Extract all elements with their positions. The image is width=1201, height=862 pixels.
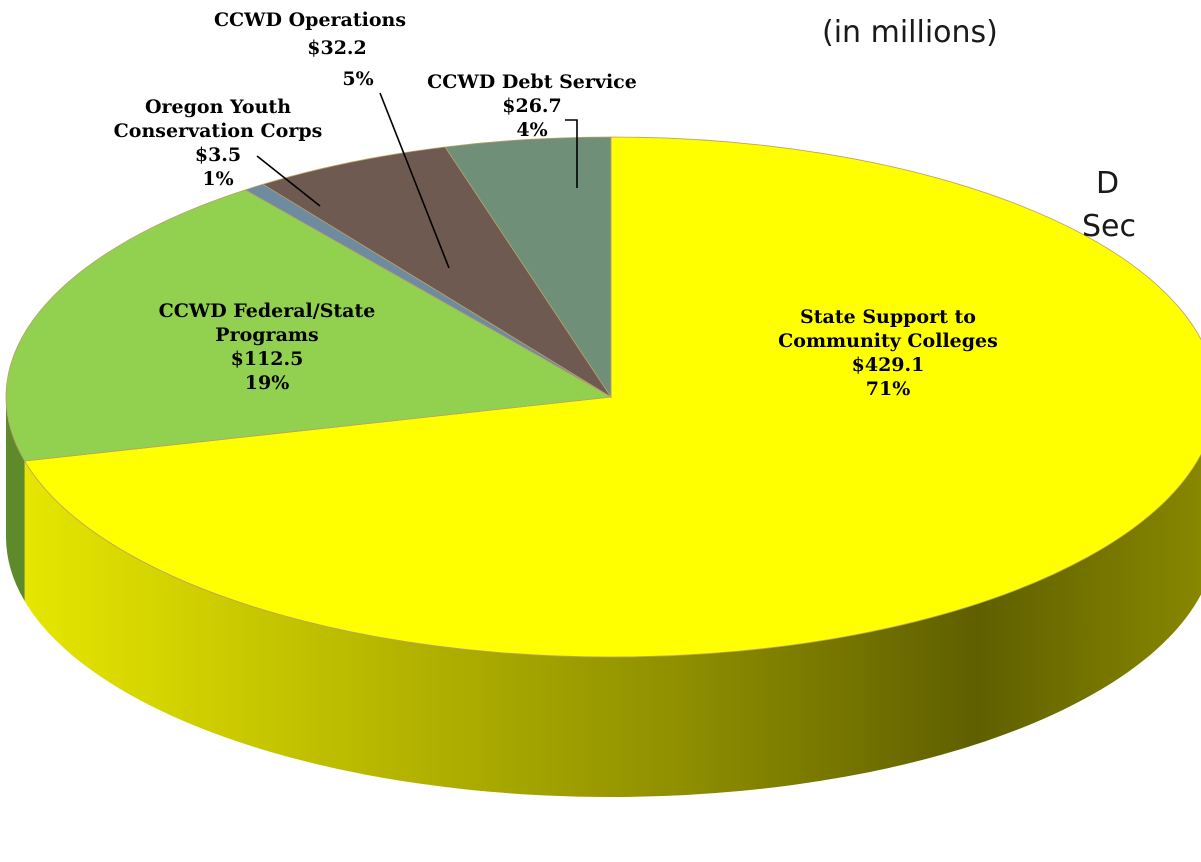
label-ccwd-federal-state-programs-line-0: CCWD Federal/State — [159, 300, 376, 322]
chart-title-fragment-2: Sec — [1082, 209, 1136, 244]
leader-oregon-youth — [256, 155, 321, 207]
label-ccwd-debt-service-line-1: $26.7 — [502, 95, 562, 117]
label-state-support-to-community-colleges-line-1: Community Colleges — [778, 330, 998, 352]
label-oregon-youth-conservation-corps-line-3: 1% — [202, 168, 233, 190]
slice-ccwd-operations — [262, 146, 612, 398]
side-ccwd-federal-state-programs — [5, 397, 25, 601]
chart-title-fragment-1: D — [1096, 166, 1119, 201]
slice-state-support-to-community-colleges — [23, 136, 1201, 658]
leader-lines — [256, 92, 578, 269]
label-ccwd-debt-service-line-2: 4% — [516, 119, 547, 141]
label-oregon-youth-conservation-corps-line-1: Conservation Corps — [114, 120, 323, 142]
label-ccwd-federal-state-programs-line-3: 19% — [245, 372, 290, 394]
label-state-support-to-community-colleges-line-0: State Support to — [800, 306, 976, 328]
slice-ccwd-debt-service — [444, 136, 612, 399]
leader-ccwd-operations — [379, 92, 450, 269]
label-oregon-youth-conservation-corps-line-2: $3.5 — [195, 144, 241, 166]
side-state-support-to-community-colleges — [24, 454, 1201, 797]
pie-slices — [5, 136, 1201, 658]
label-ccwd-operations-line-0: CCWD Operations — [214, 9, 406, 31]
leader-ccwd-debt-service — [565, 119, 578, 188]
label-state-support-to-community-colleges-line-3: 71% — [866, 378, 911, 400]
label-oregon-youth-conservation-corps-line-0: Oregon Youth — [145, 96, 291, 118]
label-ccwd-debt-service-line-0: CCWD Debt Service — [427, 71, 637, 93]
pie-side-wall — [5, 397, 1201, 797]
label-state-support-to-community-colleges-line-2: $429.1 — [852, 354, 925, 376]
slice-ccwd-federal-state-programs — [5, 189, 613, 462]
label-ccwd-federal-state-programs-line-1: Programs — [215, 324, 318, 346]
label-ccwd-operations-line-2: 5% — [342, 68, 373, 90]
chart-subtitle: (in millions) — [822, 15, 998, 50]
label-ccwd-federal-state-programs-line-2: $112.5 — [231, 348, 304, 370]
label-ccwd-operations-line-1: $32.2 — [307, 37, 367, 59]
